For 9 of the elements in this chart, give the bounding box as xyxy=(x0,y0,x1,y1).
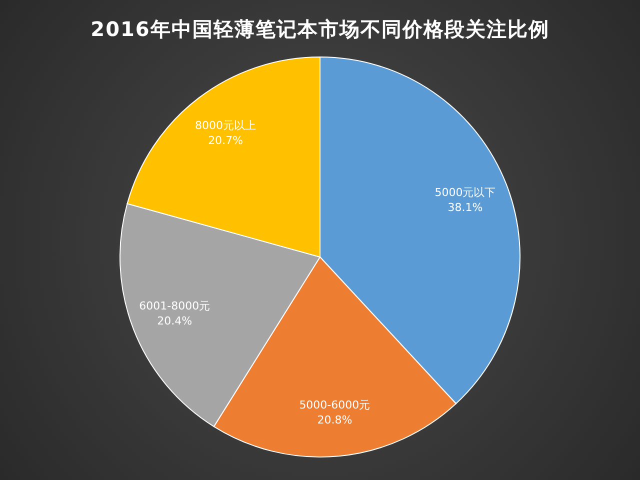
slice-label: 8000元以上 xyxy=(195,118,256,132)
slice-label: 6001-8000元 xyxy=(139,300,210,313)
chart-title: 2016年中国轻薄笔记本市场不同价格段关注比例 xyxy=(90,17,550,41)
data-label: 38.1% xyxy=(448,201,483,214)
data-label: 20.8% xyxy=(317,413,352,426)
data-label: 20.4% xyxy=(157,314,192,328)
slice-label: 5000-6000元 xyxy=(299,398,370,412)
data-label: 20.7% xyxy=(208,134,244,147)
slice-label: 5000元以下 xyxy=(434,186,496,200)
